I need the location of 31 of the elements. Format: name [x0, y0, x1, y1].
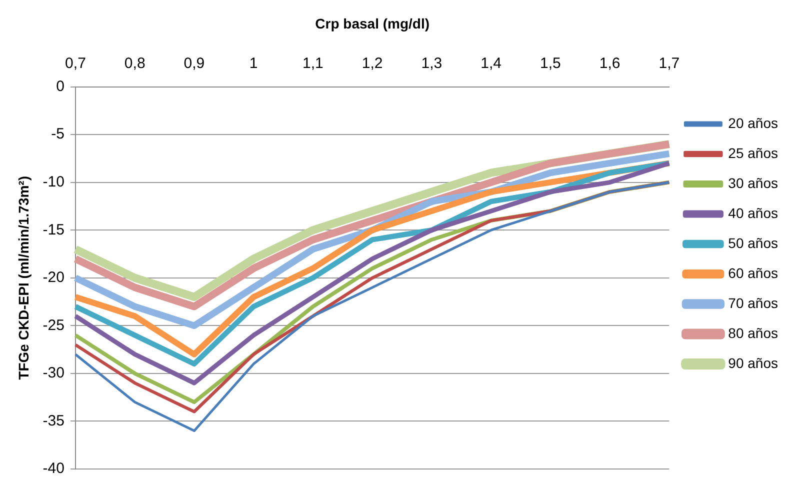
x-tick-label: 1: [249, 54, 258, 72]
x-tick-label: 1,3: [421, 54, 442, 72]
y-axis-title: TFGe CKD-EPI (ml/min/1.73m²): [15, 176, 32, 380]
y-tick-label: 0: [56, 78, 64, 95]
legend-label: 60 años: [728, 264, 778, 281]
y-tick-label: -10: [42, 173, 64, 190]
x-tick-label: 0,9: [184, 54, 205, 72]
x-tick-label: 1,4: [480, 54, 502, 72]
legend-label: 80 años: [728, 324, 778, 341]
y-tick-label: -40: [42, 460, 64, 478]
x-tick-label: 0,8: [124, 54, 146, 72]
legend-label: 40 años: [728, 204, 778, 221]
legend-label: 50 años: [728, 234, 778, 251]
x-axis-title: Crp basal (mg/dl): [315, 15, 430, 32]
y-tick-label: -15: [42, 221, 64, 238]
y-tick-label: -5: [51, 126, 64, 143]
x-tick-label: 1,6: [599, 54, 620, 72]
legend-label: 25 años: [728, 144, 778, 161]
x-tick-label: 1,5: [540, 54, 561, 72]
x-tick-label: 1,2: [362, 54, 383, 72]
x-tick-label: 1,7: [658, 54, 680, 72]
legend-label: 70 años: [728, 294, 778, 311]
legend-label: 90 años: [728, 354, 778, 371]
y-tick-label: -30: [42, 364, 64, 382]
y-tick-label: -25: [42, 316, 64, 334]
legend-label: 30 años: [728, 174, 778, 191]
legend-label: 20 años: [728, 114, 778, 131]
y-tick-label: -35: [42, 412, 64, 430]
y-tick-label: -20: [42, 269, 64, 286]
x-tick-label: 0,7: [65, 54, 86, 72]
x-tick-label: 1,1: [302, 54, 324, 72]
